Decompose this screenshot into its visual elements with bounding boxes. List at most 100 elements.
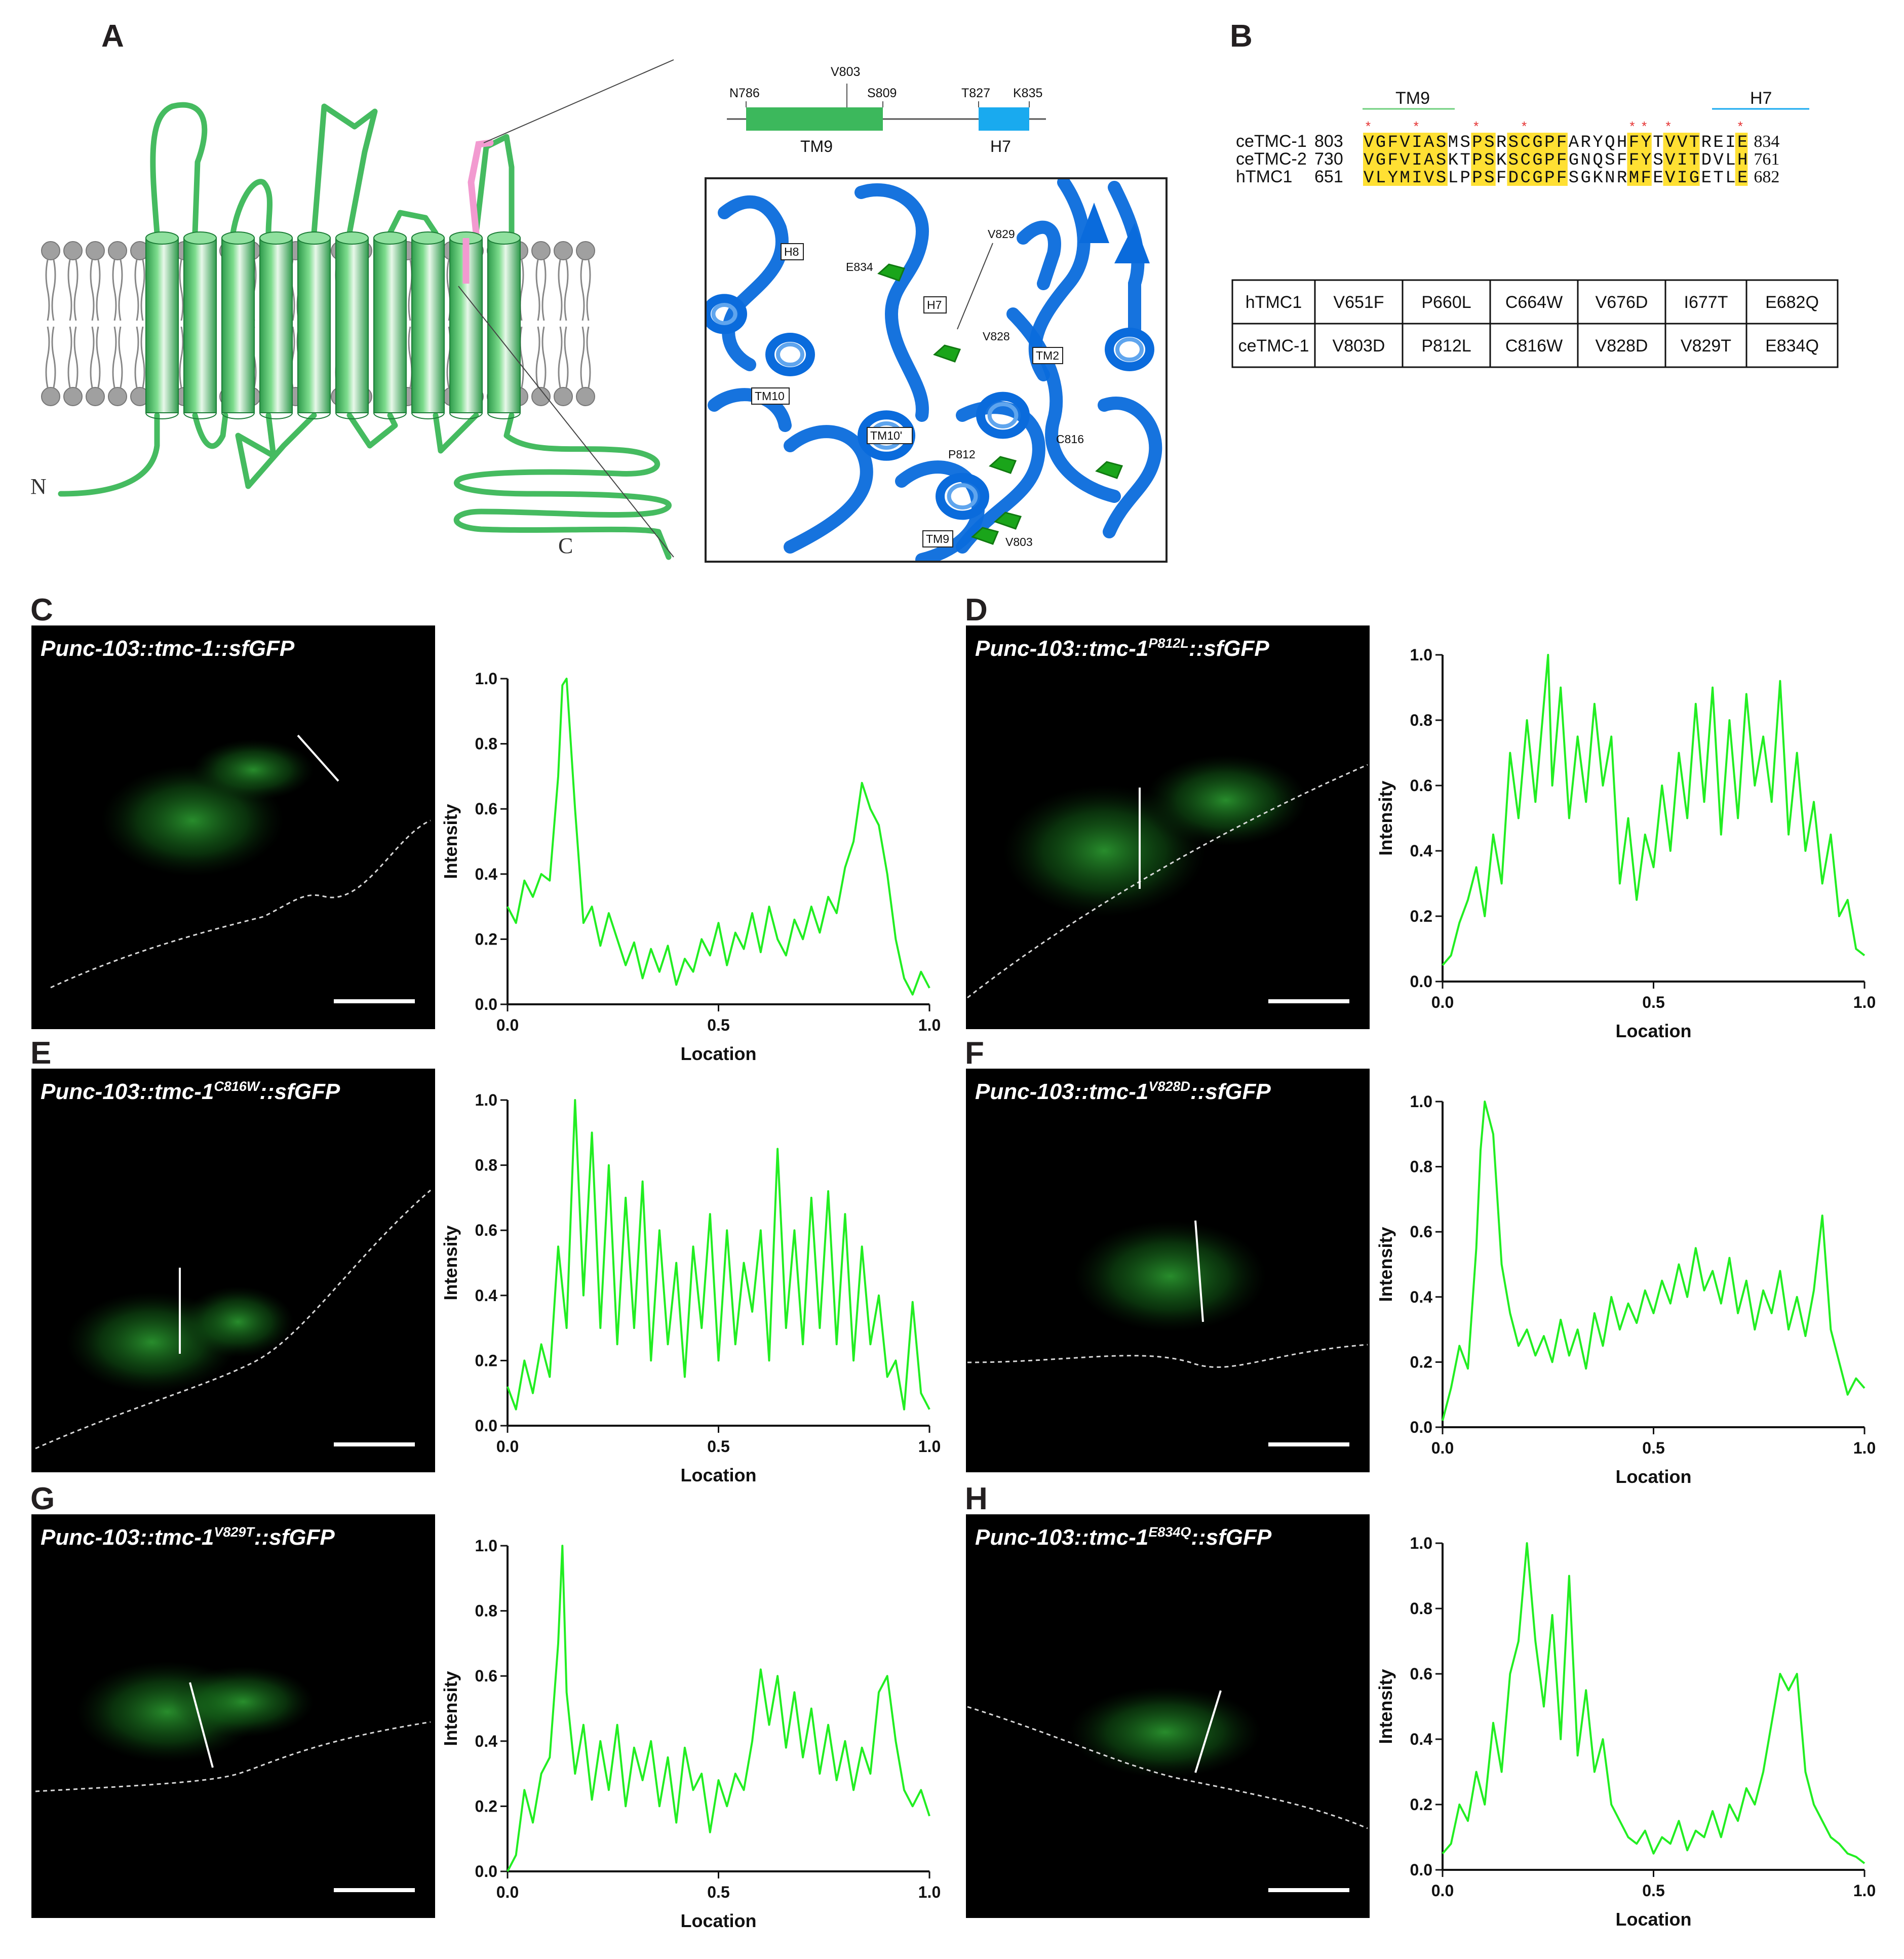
tm-helix-cylinder: [297, 238, 331, 413]
conserved-highlight: [1507, 150, 1520, 168]
lipid-head: [576, 387, 595, 406]
intensity-series-line: [507, 678, 930, 996]
residue-k835: K835: [1013, 86, 1042, 100]
tm-helix-cylinder: [411, 238, 445, 413]
conserved-highlight: [1411, 133, 1424, 150]
x-tick-label: 1.0: [918, 1883, 941, 1901]
tm-helix-bottom: [487, 412, 521, 419]
tm-helix-top: [145, 231, 179, 245]
y-tick-label: 0.8: [1410, 711, 1432, 729]
gfp-signal: [182, 1286, 294, 1357]
conserved-highlight: [1423, 133, 1436, 150]
helix-end-on-inner: [987, 402, 1019, 428]
x-tick-label: 0.5: [707, 1437, 729, 1456]
conservation-star: *: [1414, 119, 1419, 134]
title-suffix: ::sfGFP: [259, 1079, 340, 1104]
intensity-series-line: [1442, 1542, 1866, 1864]
conserved-highlight: [1543, 150, 1556, 168]
cuticle-outline: [35, 1721, 431, 1792]
tm-helix-bottom: [221, 412, 255, 419]
tm-helix-bottom: [449, 412, 483, 419]
y-tick-label: 0.6: [1410, 776, 1432, 795]
helix-ribbon: [854, 183, 929, 422]
micrograph-title: Punc-103::tmc-1P812L::sfGFP: [975, 636, 1269, 661]
structure-label-c816: C816: [1056, 433, 1084, 446]
panel-label-h: H: [965, 1481, 988, 1516]
lipid-head: [531, 241, 551, 260]
alignment-row-start: 803: [1314, 132, 1343, 151]
structure-label-h8: H8: [784, 245, 799, 258]
panel-c: CPunc-103::tmc-1::sfGFP0.00.20.40.60.81.…: [30, 593, 941, 1064]
conservation-star: *: [1738, 119, 1743, 134]
title-allele: E834Q: [1148, 1524, 1191, 1540]
tm-helix-top: [487, 231, 521, 245]
y-tick-label: 0.0: [475, 1417, 497, 1435]
intensity-series-line: [507, 1545, 930, 1872]
tm-helix-bottom: [145, 412, 179, 419]
title-base: Punc-103::tmc-1: [41, 1525, 214, 1550]
tm-helix-top: [373, 231, 407, 245]
x-tick-label: 0.0: [496, 1016, 519, 1034]
y-tick-label: 0.2: [475, 1797, 497, 1815]
x-axis-label: Location: [1616, 1909, 1692, 1930]
profile-line: [189, 1682, 214, 1768]
mutation-table-species: ceTMC-1: [1238, 336, 1309, 356]
helix-end-on: [976, 391, 1030, 439]
intensity-series-line: [507, 1099, 930, 1411]
residue-s809: S809: [867, 86, 897, 100]
cuticle-outline: [967, 764, 1368, 999]
y-tick-label: 1.0: [1410, 1092, 1432, 1111]
structure-label-box: [781, 243, 804, 260]
structure-label-box: [1032, 347, 1063, 364]
conserved-highlight: [1435, 150, 1448, 168]
tm-helix-bottom: [183, 412, 217, 419]
lipid-tail: [67, 326, 79, 388]
conserved-highlight: [1375, 150, 1388, 168]
conserved-highlight: [1687, 150, 1700, 168]
micrograph-title: Punc-103::tmc-1V828D::sfGFP: [975, 1079, 1271, 1104]
conserved-highlight: [1387, 133, 1400, 150]
conserved-highlight: [1471, 133, 1484, 150]
y-tick-label: 1.0: [475, 670, 497, 688]
x-tick-label: 0.5: [1642, 1882, 1664, 1900]
lipid-tail: [134, 326, 145, 388]
conserved-highlight: [1483, 168, 1496, 186]
panel-label-d: D: [965, 593, 988, 628]
conservation-star: *: [1642, 119, 1647, 134]
lipid-tail: [67, 259, 79, 321]
panel-label-b: B: [1230, 19, 1253, 54]
lipid-tail: [90, 326, 101, 388]
y-axis-label: Intensity: [440, 1225, 461, 1300]
structure-label-tm2: TM2: [1036, 349, 1059, 362]
mutation-table-cell: E682Q: [1765, 293, 1819, 312]
mutation-table-cell: C816W: [1505, 336, 1563, 356]
beta-arrow: [1114, 223, 1150, 263]
conserved-highlight: [1411, 168, 1424, 186]
tm-helix-bottom: [411, 412, 445, 419]
gfp-signal: [172, 1666, 314, 1737]
lipid-tail: [45, 259, 56, 321]
structure-label-tm10: TM10: [755, 389, 785, 403]
y-tick-label: 0.4: [475, 1732, 498, 1750]
mutation-table-cell: V828D: [1596, 336, 1648, 356]
y-tick-label: 1.0: [475, 1537, 497, 1555]
conserved-highlight: [1435, 168, 1448, 186]
y-axis-label: Intensity: [440, 1671, 461, 1746]
y-tick-label: 0.6: [475, 1221, 497, 1239]
x-tick-label: 1.0: [918, 1437, 941, 1456]
conserved-highlight: [1387, 150, 1400, 168]
helix-end-on-inner: [711, 303, 737, 325]
structure-label-v828: V828: [983, 330, 1010, 343]
lipid-head: [554, 241, 573, 260]
residue-sidechain: [994, 512, 1022, 530]
conserved-highlight: [1543, 168, 1556, 186]
alignment-row-end: 834: [1754, 132, 1779, 151]
helix-ribbon: [784, 425, 873, 554]
intensity-series-line: [1442, 654, 1866, 966]
helix-end-on-inner: [947, 483, 978, 510]
v829-pointer: [957, 243, 993, 330]
conserved-highlight: [1675, 150, 1688, 168]
tm-helix-top: [297, 231, 331, 245]
alignment-row-name: ceTMC-2: [1236, 149, 1307, 169]
